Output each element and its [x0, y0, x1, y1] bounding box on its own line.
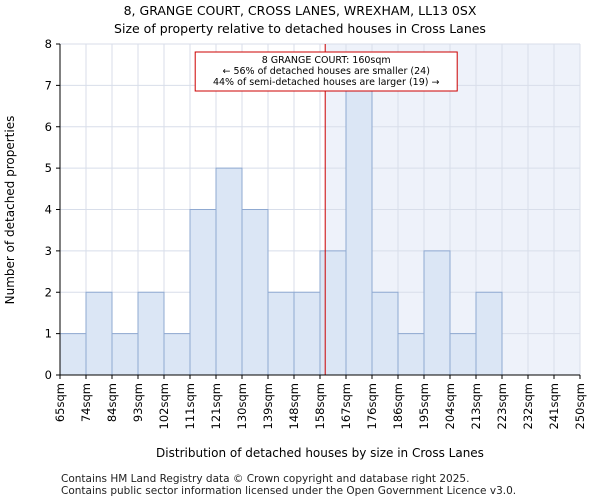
y-tick-label: 5 [45, 161, 52, 175]
y-tick-label: 0 [45, 368, 52, 382]
x-tick-label: 195sqm [417, 383, 431, 429]
x-tick-label: 213sqm [469, 383, 483, 429]
chart-title: 8, GRANGE COURT, CROSS LANES, WREXHAM, L… [123, 3, 477, 18]
x-tick-label: 176sqm [365, 383, 379, 429]
bar-102sqm [163, 333, 191, 376]
x-tick-label: 223sqm [495, 383, 509, 429]
x-tick-label: 121sqm [209, 383, 223, 429]
x-tick-label: 204sqm [443, 383, 457, 429]
bar-204sqm [449, 333, 477, 376]
x-tick-label: 84sqm [105, 383, 119, 422]
x-axis-label: Distribution of detached houses by size … [156, 446, 484, 460]
bar-65sqm [59, 333, 87, 376]
bar-148sqm [293, 291, 321, 376]
x-tick-label: 167sqm [339, 383, 353, 429]
footer-copyright: Contains HM Land Registry data © Crown c… [61, 473, 470, 485]
y-tick-label: 2 [45, 285, 52, 299]
annotation-line-1: 8 GRANGE COURT: 160sqm [262, 55, 391, 66]
bar-74sqm [85, 291, 113, 376]
x-tick-label: 158sqm [313, 383, 327, 429]
footer-licence: Contains public sector information licen… [61, 485, 517, 497]
bar-195sqm [423, 250, 451, 376]
bar-139sqm [267, 291, 295, 376]
chart-subtitle: Size of property relative to detached ho… [114, 21, 486, 36]
x-tick-label: 250sqm [573, 383, 587, 429]
x-tick-label: 65sqm [53, 383, 67, 422]
y-tick-label: 7 [45, 78, 52, 92]
annotation-box [194, 51, 458, 92]
x-tick-label: 186sqm [391, 383, 405, 429]
y-tick-label: 4 [45, 203, 52, 217]
bar-130sqm [241, 209, 269, 376]
y-axis-label: Number of detached properties [3, 116, 17, 305]
y-tick-label: 1 [45, 327, 52, 341]
x-tick-label: 111sqm [183, 383, 197, 429]
bar-158sqm [319, 250, 347, 376]
x-tick-label: 130sqm [235, 383, 249, 429]
x-tick-label: 93sqm [131, 383, 145, 422]
bar-84sqm [111, 333, 139, 376]
bar-167sqm [345, 84, 373, 376]
x-tick-label: 148sqm [287, 383, 301, 429]
x-tick-label: 74sqm [79, 383, 93, 422]
bar-111sqm [189, 209, 217, 376]
bar-213sqm [475, 291, 503, 376]
y-tick-label: 8 [45, 37, 52, 51]
y-tick-label: 3 [45, 244, 52, 258]
bar-176sqm [371, 291, 399, 376]
bar-121sqm [215, 167, 243, 376]
x-tick-label: 232sqm [521, 383, 535, 429]
x-tick-label: 241sqm [547, 383, 561, 429]
y-tick-label: 6 [45, 120, 52, 134]
bar-186sqm [397, 333, 425, 376]
bar-93sqm [137, 291, 165, 376]
x-tick-label: 102sqm [157, 383, 171, 429]
annotation-line-2: ← 56% of detached houses are smaller (24… [222, 66, 429, 77]
x-tick-label: 139sqm [261, 383, 275, 429]
annotation-line-3: 44% of semi-detached houses are larger (… [213, 77, 440, 88]
